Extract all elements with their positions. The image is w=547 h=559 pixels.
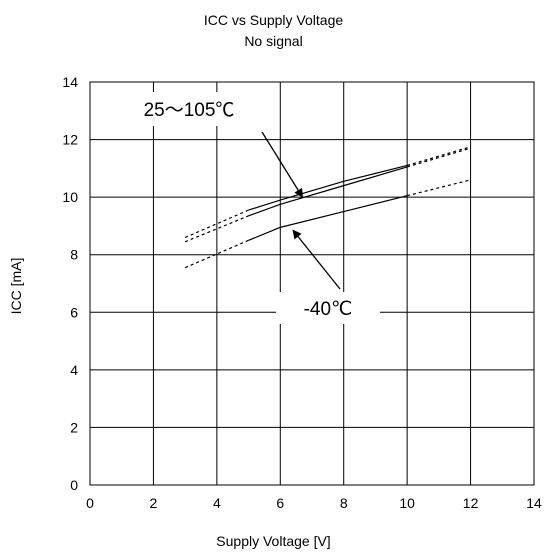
- series-line-segment: [406, 146, 471, 167]
- annotations: 25～105℃ -40℃: [137, 92, 380, 324]
- y-tick-label: 14: [62, 74, 78, 90]
- annotation-arrow: [261, 131, 304, 198]
- grid: [89, 81, 535, 486]
- annotation-arrow: [292, 229, 341, 290]
- series-2: [184, 179, 471, 269]
- y-tick-label: 2: [70, 419, 78, 435]
- x-tick-label: 12: [463, 495, 479, 511]
- y-tick-label: 6: [70, 304, 78, 320]
- series-line-segment: [248, 226, 281, 241]
- x-tick-label: 6: [276, 495, 284, 511]
- x-tick-label: 14: [526, 495, 542, 511]
- y-axis-label: ICC [mA]: [8, 257, 24, 315]
- y-tick-label: 4: [70, 362, 78, 378]
- series-line-segment: [343, 164, 408, 182]
- annotation-label: -40℃: [304, 299, 353, 320]
- x-tick-label: 2: [150, 495, 158, 511]
- series-line-segment: [280, 180, 344, 201]
- x-tick-label: 4: [213, 495, 221, 511]
- series-line-segment: [406, 179, 471, 197]
- x-tick-label: 8: [340, 495, 348, 511]
- x-tick-label: 10: [399, 495, 415, 511]
- series-1: [184, 146, 471, 238]
- y-tick-label: 10: [62, 189, 78, 205]
- y-tick-label: 12: [62, 132, 78, 148]
- series-line-segment: [248, 203, 281, 217]
- series-layer: [184, 146, 471, 269]
- annotation-label-bg: [137, 92, 241, 126]
- annotation-1: -40℃: [276, 229, 380, 324]
- annotation-label-bg: [276, 292, 380, 324]
- series-line-segment: [248, 199, 281, 211]
- chart-subtitle: No signal: [244, 33, 303, 49]
- plot-frame: [89, 81, 535, 486]
- y-tick-label: 8: [70, 247, 78, 263]
- annotation-0: 25～105℃: [137, 92, 304, 198]
- y-tick-label: 0: [70, 477, 78, 493]
- x-axis-label: Supply Voltage [V]: [216, 533, 331, 549]
- series-line-segment: [343, 166, 408, 187]
- x-tick-label: 0: [86, 495, 94, 511]
- chart-title: ICC vs Supply Voltage: [203, 12, 344, 28]
- series-line-segment: [343, 195, 408, 213]
- series-line-segment: [280, 185, 344, 205]
- series-line-segment: [280, 210, 344, 228]
- annotation-label: 25～105℃: [144, 100, 235, 121]
- series-line-segment: [406, 147, 471, 168]
- series-0: [184, 147, 471, 243]
- tick-labels: 0 2 4 6 8 10 12 14 0 2 4 6 8 10 12 14: [62, 74, 542, 511]
